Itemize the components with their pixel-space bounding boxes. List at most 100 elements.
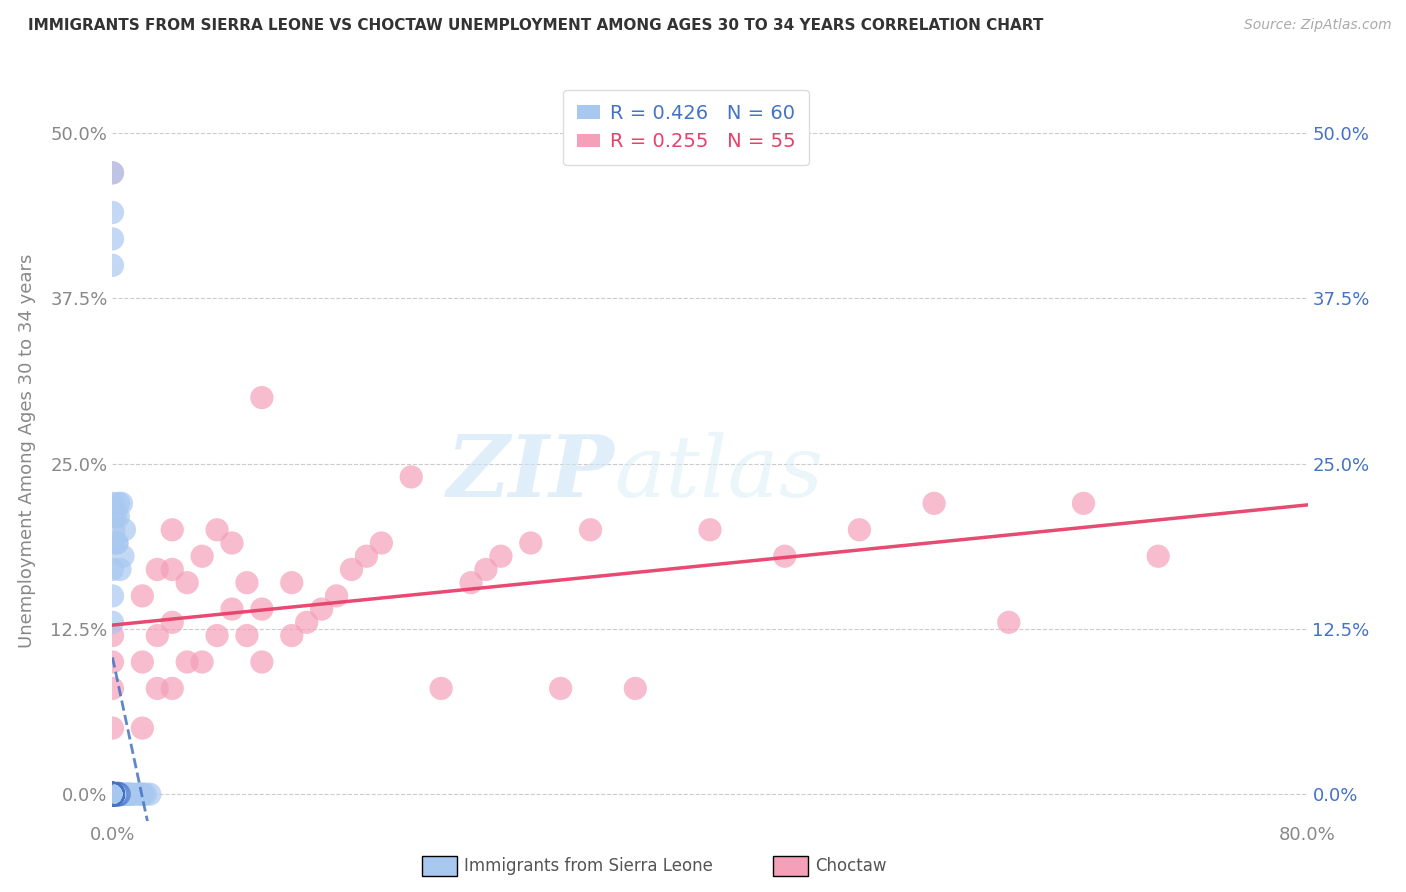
- Point: [128, 787, 150, 801]
- Point: [848, 523, 870, 537]
- Point: [117, 787, 139, 801]
- Point: [489, 549, 512, 564]
- Point: [101, 787, 124, 801]
- Point: [101, 787, 124, 801]
- Point: [101, 787, 124, 801]
- Point: [356, 549, 378, 564]
- Point: [105, 787, 128, 801]
- Point: [101, 681, 124, 696]
- Point: [162, 681, 183, 696]
- Point: [104, 787, 127, 801]
- Point: [101, 562, 124, 576]
- Point: [101, 787, 124, 801]
- Point: [101, 787, 124, 801]
- Point: [101, 536, 124, 550]
- Point: [101, 787, 124, 801]
- Point: [104, 787, 127, 801]
- Point: [101, 615, 124, 630]
- Point: [124, 787, 146, 801]
- Point: [107, 496, 129, 510]
- Point: [114, 523, 135, 537]
- Point: [221, 602, 243, 616]
- Point: [101, 787, 124, 801]
- Point: [922, 496, 945, 510]
- Point: [101, 787, 124, 801]
- Point: [101, 787, 124, 801]
- Point: [430, 681, 453, 696]
- Point: [101, 232, 124, 246]
- Text: IMMIGRANTS FROM SIERRA LEONE VS CHOCTAW UNEMPLOYMENT AMONG AGES 30 TO 34 YEARS C: IMMIGRANTS FROM SIERRA LEONE VS CHOCTAW …: [28, 18, 1043, 33]
- Point: [101, 787, 124, 801]
- Point: [205, 629, 228, 643]
- Point: [699, 523, 721, 537]
- Point: [111, 787, 134, 801]
- Point: [120, 787, 142, 801]
- Point: [101, 787, 124, 801]
- Point: [101, 787, 124, 801]
- Text: atlas: atlas: [614, 432, 824, 514]
- Point: [101, 787, 124, 801]
- Point: [101, 787, 124, 801]
- Point: [101, 787, 124, 801]
- Point: [401, 470, 423, 484]
- Point: [104, 509, 127, 524]
- Point: [121, 787, 143, 801]
- Point: [101, 787, 124, 801]
- Point: [111, 549, 134, 564]
- Point: [550, 681, 572, 696]
- Point: [221, 536, 243, 550]
- Text: Choctaw: Choctaw: [815, 857, 887, 875]
- Point: [108, 787, 131, 801]
- Point: [101, 205, 124, 219]
- Point: [101, 787, 124, 801]
- Point: [281, 629, 304, 643]
- Point: [117, 787, 139, 801]
- Point: [101, 589, 124, 603]
- Point: [1073, 496, 1095, 510]
- Point: [131, 787, 153, 801]
- Point: [250, 655, 273, 669]
- Point: [101, 787, 124, 801]
- Point: [176, 575, 198, 590]
- Point: [191, 549, 214, 564]
- Point: [139, 787, 162, 801]
- Point: [101, 787, 124, 801]
- Point: [101, 787, 124, 801]
- Point: [101, 787, 124, 801]
- Legend: R = 0.426   N = 60, R = 0.255   N = 55: R = 0.426 N = 60, R = 0.255 N = 55: [564, 90, 808, 165]
- Point: [520, 536, 543, 550]
- Point: [101, 787, 124, 801]
- Point: [998, 615, 1021, 630]
- Point: [101, 787, 124, 801]
- Point: [146, 562, 169, 576]
- Point: [176, 655, 198, 669]
- Text: Immigrants from Sierra Leone: Immigrants from Sierra Leone: [464, 857, 713, 875]
- Point: [105, 787, 128, 801]
- Point: [101, 787, 124, 801]
- Point: [105, 536, 128, 550]
- Point: [101, 787, 124, 801]
- Point: [162, 523, 183, 537]
- Point: [101, 787, 124, 801]
- Point: [101, 787, 124, 801]
- Point: [101, 259, 124, 273]
- Point: [250, 391, 273, 405]
- Point: [107, 787, 129, 801]
- Point: [101, 629, 124, 643]
- Point: [579, 523, 602, 537]
- Point: [101, 787, 124, 801]
- Point: [131, 721, 153, 735]
- Point: [101, 787, 124, 801]
- Point: [250, 602, 273, 616]
- Point: [101, 787, 124, 801]
- Point: [475, 562, 498, 576]
- Point: [191, 655, 214, 669]
- Point: [370, 536, 392, 550]
- Point: [101, 166, 124, 180]
- Point: [101, 787, 124, 801]
- Point: [115, 787, 138, 801]
- Point: [101, 787, 124, 801]
- Point: [460, 575, 482, 590]
- Point: [118, 787, 141, 801]
- Point: [101, 655, 124, 669]
